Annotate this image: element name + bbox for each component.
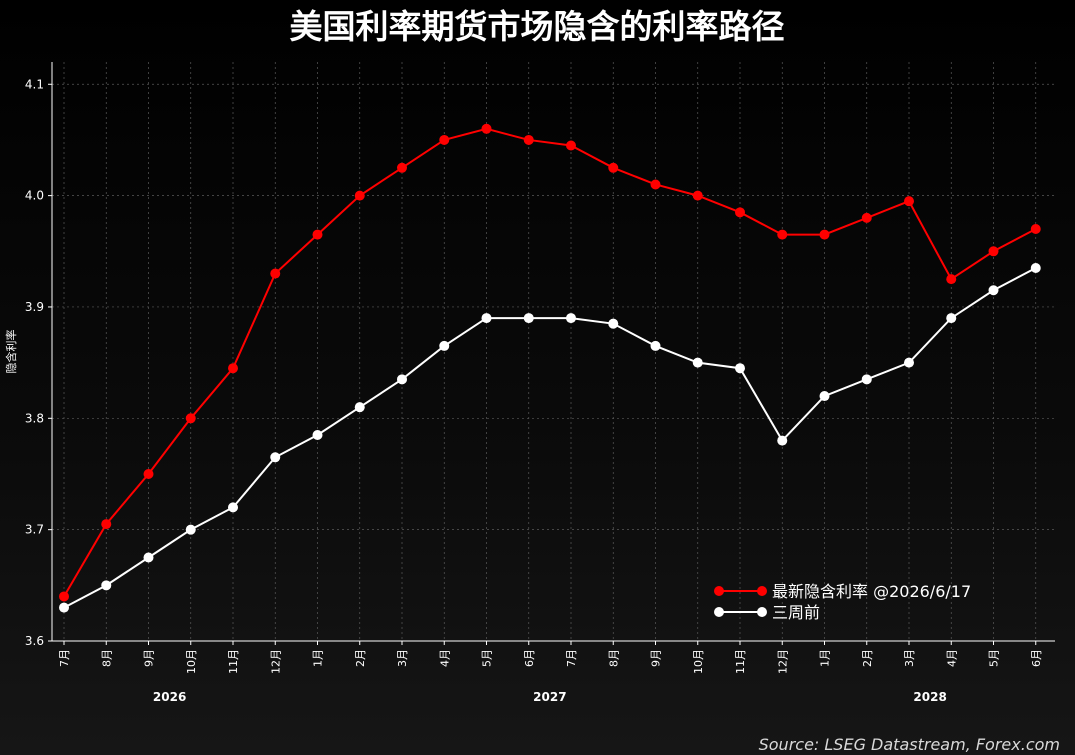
y-tick-label: 3.7 [25,523,44,537]
data-point [397,162,407,173]
data-point [988,285,999,296]
x-tick-label: 10月 [692,649,705,674]
x-tick-label: 4月 [945,649,958,667]
x-tick-label: 6月 [523,649,536,667]
data-point [270,452,281,463]
data-point [861,212,872,223]
x-tick-label: 5月 [988,649,1001,667]
data-point [101,580,112,591]
data-point [946,313,957,324]
x-tick-label: 1月 [312,649,325,667]
data-point [270,268,281,279]
data-point [59,602,69,613]
data-point [650,340,661,351]
data-point [650,179,661,190]
data-point [566,140,576,151]
data-point [777,435,788,446]
year-label: 2026 [153,690,186,704]
y-tick-label: 4.0 [25,189,44,203]
series-layer [59,123,1041,613]
data-point [777,229,788,240]
source-text: Source: LSEG Datastream, Forex.com [759,735,1060,754]
y-axis-label: 隐含利率 [4,330,18,374]
data-point [988,246,999,257]
data-point [439,134,450,145]
x-tick-label: 12月 [269,649,282,674]
data-point [354,402,365,413]
data-point [904,357,914,368]
x-tick-label: 4月 [438,649,451,667]
y-tick-label: 3.6 [25,634,44,648]
legend: 最新隐含利率 @2026/6/17 三周前 [714,582,971,622]
data-point [1030,262,1041,273]
x-tick-label: 11月 [227,649,240,674]
x-tick-label: 10月 [185,649,198,674]
legend-marker [714,586,724,596]
data-point [481,123,492,134]
data-point [819,229,830,240]
data-point [354,190,365,201]
axis-layer: 3.6 3.7 3.8 3.9 4.0 4.1 7月 8月 9月 10月 11月 12月 1月 2月 3月 4… [4,62,1055,704]
data-point [946,274,957,285]
x-tick-label: 2月 [354,649,367,667]
data-point [312,229,323,240]
data-point [439,340,450,351]
x-tick-label: 8月 [100,649,113,667]
x-tick-label: 6月 [1030,649,1043,667]
legend-entry: 最新隐含利率 @2026/6/17 [772,582,971,601]
y-tick-label: 3.8 [25,411,44,425]
data-point [566,313,576,324]
x-tick-label: 7月 [58,649,71,667]
data-point [735,207,745,218]
x-tick-label: 7月 [565,649,578,667]
data-point [101,519,112,530]
data-point [143,468,154,479]
data-point [692,190,703,201]
legend-marker [714,607,724,617]
legend-entry: 三周前 [772,603,820,622]
x-tick-label: 12月 [776,649,789,674]
grid-layer [52,62,1055,642]
data-point [608,318,619,329]
data-point [185,524,196,535]
data-point [1030,224,1041,235]
data-point [481,313,492,324]
data-point [523,134,534,145]
year-label: 2028 [913,690,946,704]
data-point [819,391,830,402]
data-point [608,162,619,173]
series-line-1 [63,267,1037,609]
data-point [692,357,703,368]
y-tick-label: 4.1 [25,77,44,91]
legend-marker [757,607,767,617]
x-tick-label: 5月 [481,649,494,667]
data-point [861,374,872,385]
data-point [228,363,238,374]
data-point [59,591,69,602]
data-point [904,196,914,207]
year-label: 2027 [533,690,566,704]
data-point [735,363,745,374]
x-tick-label: 3月 [903,649,916,667]
data-point [312,430,323,441]
data-point [523,313,534,324]
series-line-0 [63,127,1037,597]
x-tick-label: 9月 [650,649,663,667]
x-tick-label: 11月 [734,649,747,674]
data-point [397,374,407,385]
chart-title: 美国利率期货市场隐含的利率路径 [290,7,785,46]
x-tick-label: 8月 [607,649,620,667]
data-point [228,502,238,513]
data-point [185,413,196,424]
x-tick-label: 3月 [396,649,409,667]
x-tick-label: 2月 [861,649,874,667]
data-point [143,552,154,563]
x-tick-label: 9月 [143,649,156,667]
x-tick-label: 1月 [819,649,832,667]
legend-marker [757,586,767,596]
y-tick-label: 3.9 [25,300,44,314]
